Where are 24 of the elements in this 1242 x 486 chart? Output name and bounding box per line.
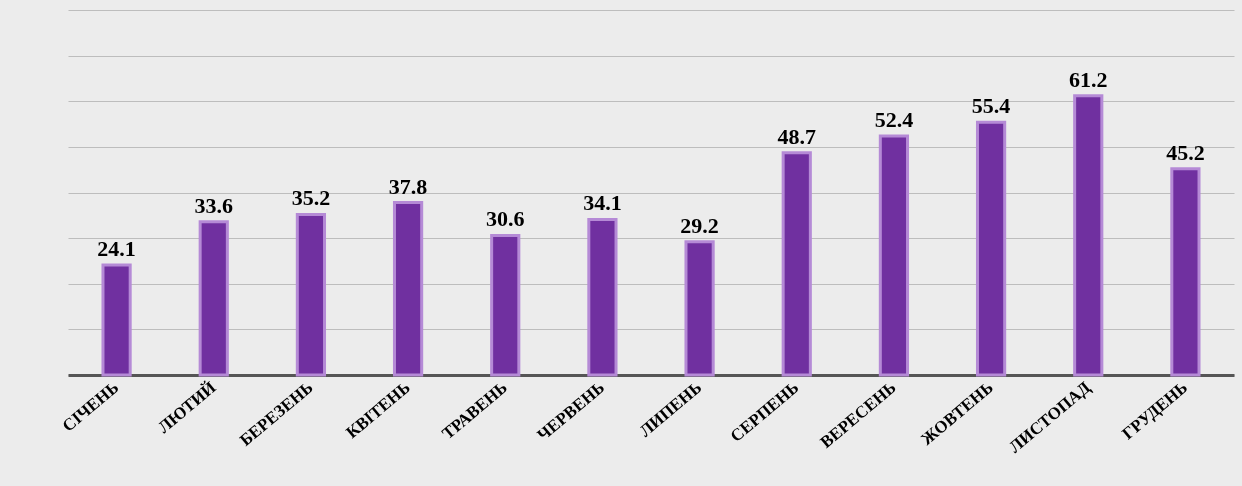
data-label: 48.7 xyxy=(777,123,816,149)
bar xyxy=(490,233,521,377)
data-label: 55.4 xyxy=(971,93,1011,119)
bar xyxy=(1073,94,1104,377)
data-label: 33.6 xyxy=(194,192,233,218)
data-label: 52.4 xyxy=(874,106,914,132)
data-label: 30.6 xyxy=(486,206,525,232)
data-label: 61.2 xyxy=(1069,66,1108,92)
data-label: 37.8 xyxy=(388,173,428,199)
bar xyxy=(878,134,910,377)
bar xyxy=(198,220,229,377)
bar xyxy=(1170,167,1201,377)
bar xyxy=(295,212,327,377)
bar xyxy=(392,201,424,377)
data-label: 24.1 xyxy=(97,236,136,262)
bar xyxy=(684,240,715,377)
data-label: 35.2 xyxy=(291,185,331,211)
bar xyxy=(975,120,1007,377)
bar xyxy=(781,151,812,377)
data-label: 45.2 xyxy=(1166,139,1205,165)
bar xyxy=(101,263,132,377)
bar xyxy=(587,217,618,377)
data-label: 29.2 xyxy=(680,212,719,238)
data-label: 34.1 xyxy=(583,190,622,216)
